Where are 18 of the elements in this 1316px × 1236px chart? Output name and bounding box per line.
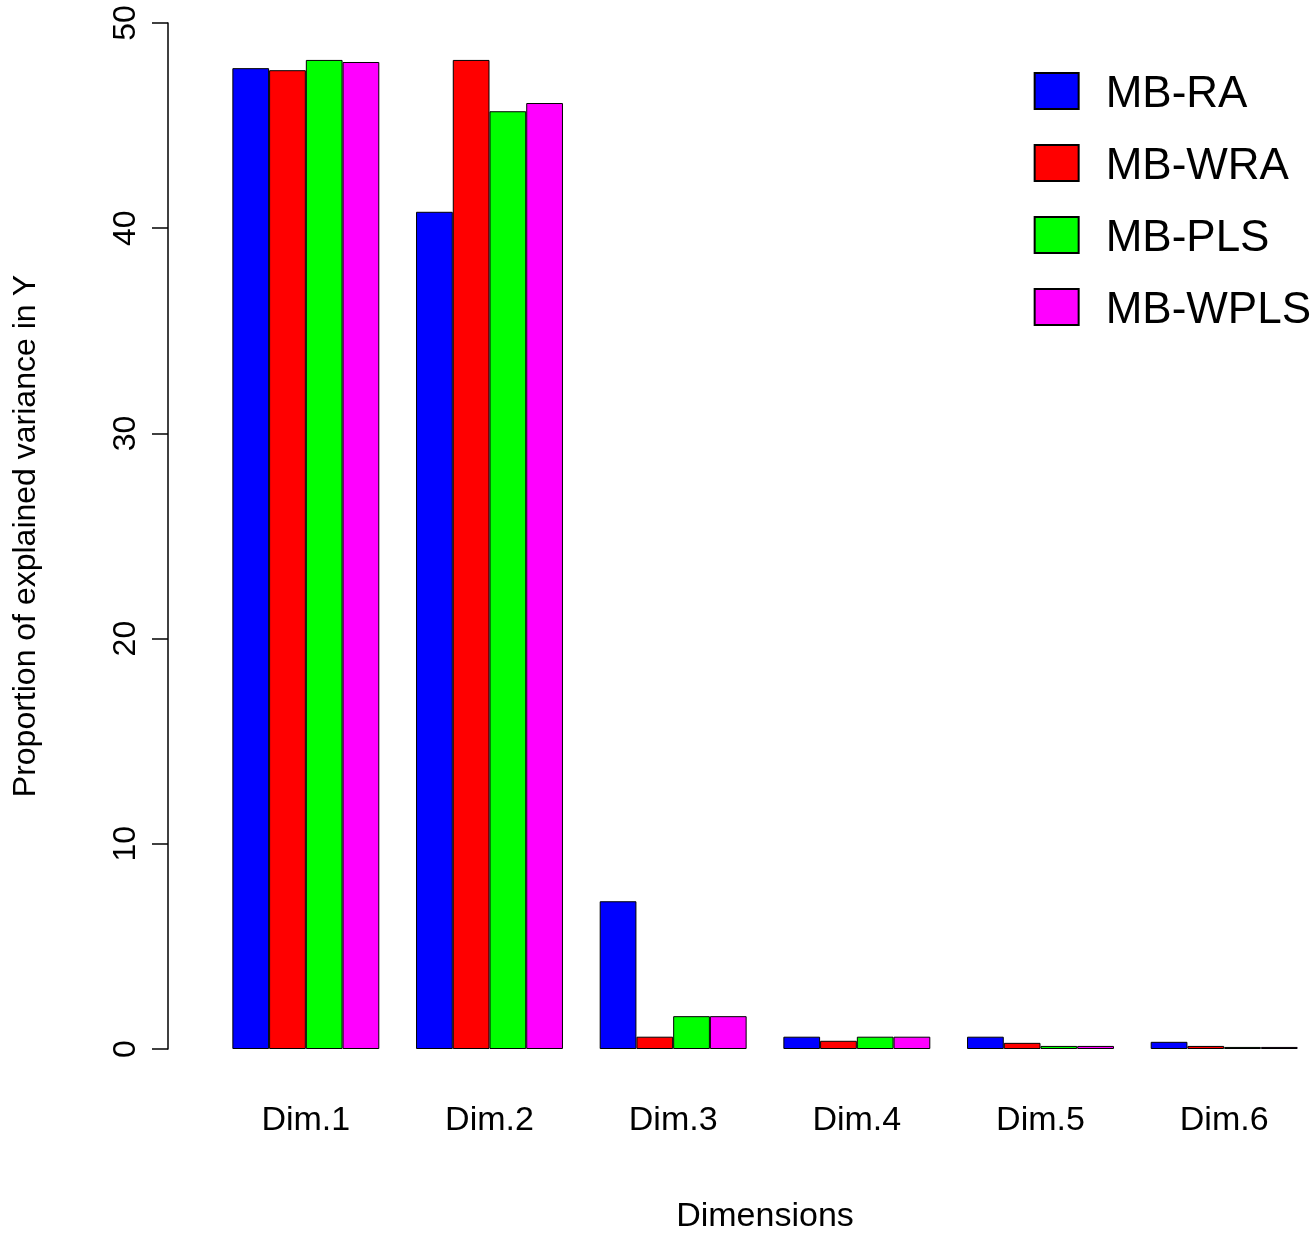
y-tick-label: 50 [106, 5, 142, 41]
x-axis-title: Dimensions [676, 1195, 854, 1233]
legend-label: MB-WPLS [1105, 282, 1312, 332]
legend-label: MB-RA [1105, 66, 1249, 116]
y-axis-title: Proportion of explained variance in Y [6, 274, 42, 798]
x-tick-label: Dim.5 [996, 1099, 1085, 1137]
x-tick-label: Dim.6 [1179, 1099, 1269, 1137]
x-tick-label: Dim.2 [445, 1099, 534, 1137]
legend-label: MB-PLS [1105, 210, 1270, 260]
y-tick-label: 40 [106, 210, 142, 246]
y-tick-label: 0 [106, 1040, 142, 1058]
y-tick-label: 10 [106, 826, 142, 862]
x-tick-label: Dim.1 [261, 1099, 351, 1137]
y-tick-label: 30 [106, 415, 142, 452]
x-tick-label: Dim.3 [628, 1099, 718, 1137]
y-tick-label: 20 [106, 620, 142, 657]
x-tick-label: Dim.4 [812, 1099, 902, 1137]
legend-label: MB-WRA [1105, 138, 1290, 188]
